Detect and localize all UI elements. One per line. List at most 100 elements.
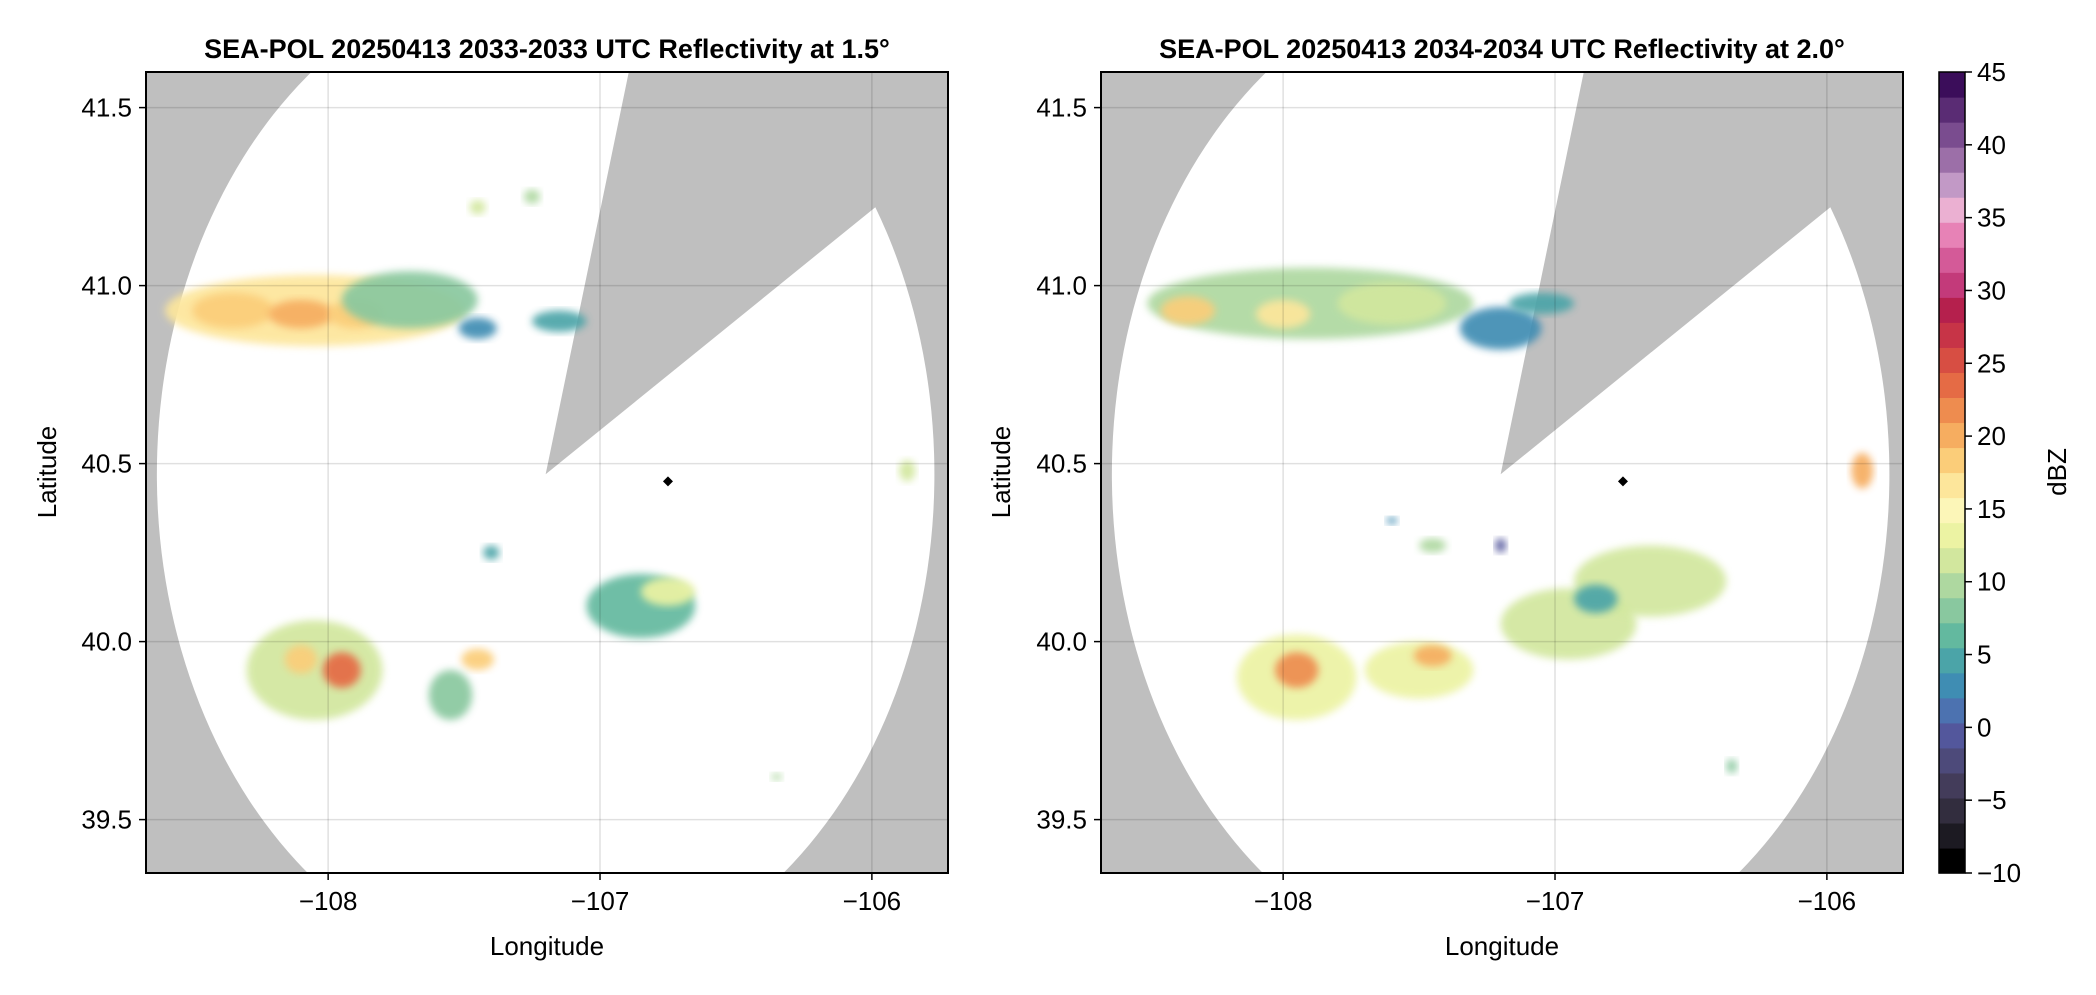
echo-cell — [1508, 292, 1575, 315]
colorbar-segment — [1939, 247, 1965, 273]
echo-cell — [1419, 538, 1447, 553]
panel-left-plot-area — [145, 71, 949, 874]
panel-left-site-marker — [662, 476, 673, 487]
colorbar-segment — [1939, 572, 1965, 599]
panel-right: SEA-POL 20250413 2034-2034 UTC Reflectiv… — [986, 34, 1904, 961]
colorbar-tick-label: 35 — [1977, 203, 2006, 233]
echo-cell — [1574, 584, 1618, 614]
colorbar-segment — [1939, 472, 1965, 499]
colorbar-segment — [1939, 197, 1965, 223]
echo-cell — [899, 460, 916, 482]
echo-cell — [284, 645, 318, 674]
x-tick-label: −106 — [843, 886, 902, 916]
colorbar-segment — [1939, 672, 1965, 699]
colorbar-label: dBZ — [2042, 448, 2072, 496]
echo-cell — [1851, 452, 1874, 489]
panel-left-y-ticks: 39.5 40.0 40.5 41.0 41.5 — [81, 93, 146, 835]
colorbar-segment — [1939, 772, 1965, 799]
colorbar-tick-label: 0 — [1977, 712, 1991, 742]
echo-cell — [246, 620, 383, 720]
panel-left-x-label: Longitude — [490, 931, 604, 961]
colorbar-segment — [1939, 822, 1965, 849]
colorbar-segment — [1939, 797, 1965, 824]
panel-left-reflectivity-echoes — [165, 189, 916, 781]
colorbar-segment — [1939, 497, 1965, 524]
y-tick-label: 40.5 — [1036, 449, 1087, 479]
colorbar-segment — [1939, 397, 1965, 424]
x-tick-label: −108 — [299, 886, 358, 916]
panel-right-y-label: Latitude — [986, 426, 1016, 519]
echo-cell — [1274, 652, 1319, 688]
echo-cell — [341, 271, 478, 329]
y-tick-label: 40.5 — [81, 449, 132, 479]
echo-cell — [483, 545, 500, 560]
colorbar-tick-label: 5 — [1977, 640, 1991, 670]
panel-left: SEA-POL 20250413 2033-2033 UTC Reflectiv… — [32, 34, 949, 961]
echo-cell — [771, 773, 783, 781]
y-tick-label: 41.0 — [1036, 271, 1087, 301]
echo-cell — [458, 317, 497, 339]
echo-cell — [268, 299, 334, 329]
colorbar-tick-label: −5 — [1977, 785, 2007, 815]
echo-cell — [1255, 299, 1311, 329]
colorbar-segments — [1939, 72, 1965, 874]
x-tick-label: −106 — [1798, 886, 1857, 916]
echo-cell — [1495, 538, 1507, 553]
colorbar: 45 40 35 30 25 20 15 10 5 0 −5 −10 dBZ — [1938, 57, 2072, 888]
colorbar-segment — [1939, 847, 1965, 874]
panel-left-y-label: Latitude — [32, 426, 62, 519]
echo-cell — [1459, 306, 1542, 350]
echo-cell — [1160, 296, 1216, 325]
panel-left-x-ticks: −108 −107 −106 — [299, 873, 901, 916]
echo-cell — [523, 189, 541, 204]
y-tick-label: 41.5 — [1036, 93, 1087, 123]
y-tick-label: 39.5 — [81, 805, 132, 835]
echo-cell — [1413, 645, 1452, 667]
y-tick-label: 40.0 — [1036, 627, 1087, 657]
panel-right-title: SEA-POL 20250413 2034-2034 UTC Reflectiv… — [1159, 34, 1845, 64]
panel-left-frame — [145, 71, 949, 874]
panel-right-gridlines — [1101, 72, 1903, 873]
echo-cell — [640, 577, 696, 606]
colorbar-tick-label: 10 — [1977, 567, 2006, 597]
echo-cell — [469, 200, 486, 215]
colorbar-segment — [1939, 272, 1965, 298]
colorbar-tick-label: 20 — [1977, 421, 2006, 451]
panel-right-plot-area — [1100, 71, 1904, 874]
echo-cell — [1386, 517, 1398, 525]
colorbar-frame — [1938, 71, 1966, 874]
x-tick-label: −107 — [1526, 886, 1585, 916]
colorbar-tick-label: 25 — [1977, 348, 2006, 378]
colorbar-segment — [1939, 647, 1965, 674]
y-tick-label: 39.5 — [1036, 805, 1087, 835]
colorbar-segment — [1939, 547, 1965, 574]
colorbar-segment — [1939, 597, 1965, 624]
panel-right-site-marker — [1617, 476, 1628, 487]
colorbar-segment — [1939, 322, 1965, 348]
x-tick-label: −108 — [1254, 886, 1313, 916]
colorbar-segment — [1939, 522, 1965, 549]
colorbar-tick-label: 30 — [1977, 275, 2006, 305]
echo-cell — [532, 310, 587, 332]
colorbar-segment — [1939, 72, 1965, 98]
echo-cell — [1337, 282, 1447, 325]
colorbar-segment — [1939, 747, 1965, 774]
x-tick-label: −107 — [571, 886, 630, 916]
panel-left-title: SEA-POL 20250413 2033-2033 UTC Reflectiv… — [204, 34, 890, 64]
panel-right-x-ticks: −108 −107 −106 — [1254, 873, 1856, 916]
colorbar-tick-label: 40 — [1977, 130, 2006, 160]
y-tick-label: 41.0 — [81, 271, 132, 301]
colorbar-segment — [1939, 722, 1965, 749]
panel-right-reflectivity-echoes — [1147, 267, 1874, 774]
colorbar-segment — [1939, 297, 1965, 323]
y-tick-label: 40.0 — [81, 627, 132, 657]
colorbar-segment — [1939, 97, 1965, 123]
colorbar-segment — [1939, 122, 1965, 148]
colorbar-segment — [1939, 447, 1965, 474]
colorbar-segment — [1939, 372, 1965, 399]
colorbar-segment — [1939, 222, 1965, 248]
colorbar-ticks: 45 40 35 30 25 20 15 10 5 0 −5 −10 — [1965, 57, 2021, 888]
colorbar-segment — [1939, 147, 1965, 173]
